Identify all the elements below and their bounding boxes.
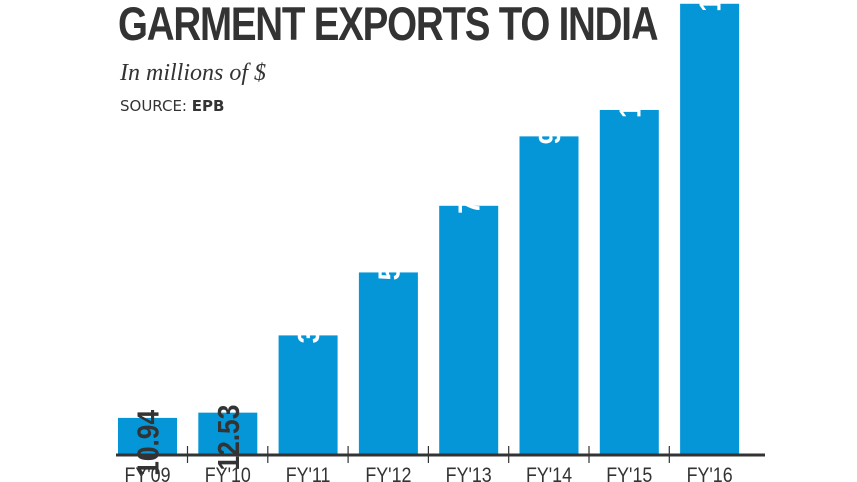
chart-subtitle: In millions of $ [120,60,267,86]
x-tick-label: FY'13 [446,464,492,482]
x-tick-label: FY'10 [205,464,251,482]
x-tick-label: FY'14 [526,464,572,482]
source-value: EPB [191,97,225,115]
bar [680,3,740,454]
source-label: SOURCE: [120,97,187,115]
bar [439,205,499,454]
x-tick-label: FY'16 [687,464,733,482]
chart-title: GARMENT EXPORTS TO INDIA [118,0,659,50]
bar [519,136,579,454]
chart-source: SOURCE: EPB [120,97,224,115]
data-label: 12.53 [212,405,246,471]
bar [198,412,258,454]
bar [599,109,659,454]
x-tick-label: FY'11 [286,464,331,482]
data-label: 75.21 [453,148,487,214]
x-tick-label: FY'12 [365,464,411,482]
data-label: 55.02 [372,215,406,281]
data-label: 136.43 [694,0,728,12]
data-label: 104.25 [613,37,647,118]
data-label: 10.94 [132,410,166,476]
x-tick-label: FY'09 [124,464,170,482]
bar [358,272,418,454]
data-label: 35.94 [292,277,326,343]
bar [278,335,338,454]
x-tick-label: FY'15 [606,464,652,482]
data-label: 96.25 [533,78,567,144]
bar [118,417,177,454]
